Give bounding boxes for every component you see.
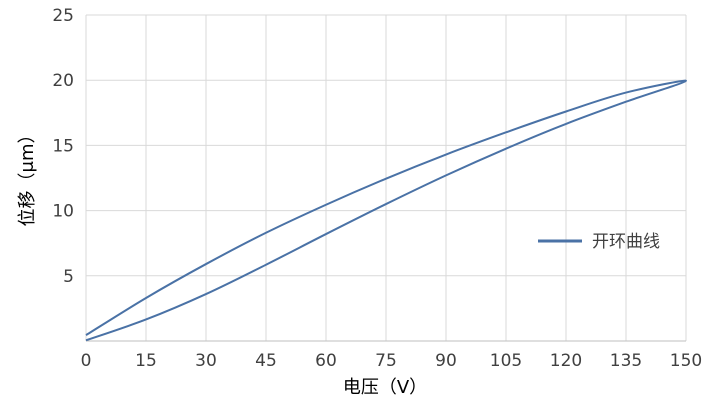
y-axis-title: 位移（μm） <box>17 126 38 227</box>
x-axis-title: 电压（V） <box>343 377 427 398</box>
x-tick-label: 15 <box>135 351 157 371</box>
y-tick-label: 5 <box>63 267 74 287</box>
y-tick-label: 25 <box>52 6 74 26</box>
y-tick-label: 10 <box>52 202 74 222</box>
x-tick-label: 30 <box>195 351 217 371</box>
x-tick-label: 45 <box>255 351 277 371</box>
y-tick-label: 15 <box>52 136 74 156</box>
y-tick-labels: 5 10 15 20 25 <box>52 6 74 287</box>
x-tick-label: 75 <box>375 351 397 371</box>
legend: 开环曲线 <box>538 232 660 252</box>
x-tick-labels: 0 15 30 45 60 75 90 105 120 135 150 <box>81 351 703 371</box>
x-tick-label: 120 <box>550 351 582 371</box>
x-tick-label: 0 <box>81 351 92 371</box>
x-tick-label: 90 <box>435 351 457 371</box>
axes <box>85 15 686 342</box>
legend-label-open-loop: 开环曲线 <box>592 232 660 252</box>
series-line-open-loop <box>85 79 687 342</box>
x-tick-label: 60 <box>315 351 337 371</box>
y-tick-label: 20 <box>52 71 74 91</box>
series-lines <box>85 79 687 342</box>
x-tick-label: 135 <box>610 351 642 371</box>
x-tick-label: 150 <box>670 351 702 371</box>
x-tick-label: 105 <box>490 351 522 371</box>
